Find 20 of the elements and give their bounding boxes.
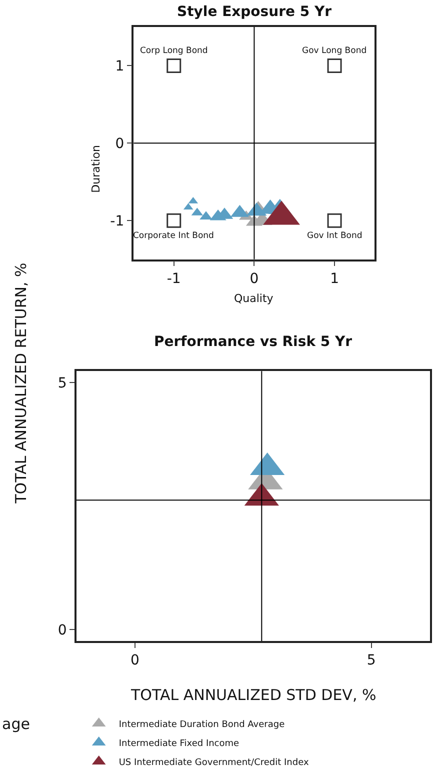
- chart-title: Performance vs Risk 5 Yr: [154, 334, 352, 350]
- y-tick-label: 1: [115, 58, 124, 75]
- y-axis-title: Duration: [90, 145, 103, 193]
- x-axis-title: Quality: [234, 292, 274, 305]
- y-tick-label: 0: [115, 136, 124, 152]
- x-tick-label: 0: [250, 270, 259, 287]
- text: age: [2, 715, 30, 733]
- legend-label: US Intermediate Government/Credit Index: [118, 758, 310, 768]
- series-label: Corp Long Bond: [140, 46, 208, 56]
- legend-label: Intermediate Duration Bond Average: [118, 720, 286, 730]
- series-label: Gov Long Bond: [302, 46, 367, 56]
- legend-label: Intermediate Fixed Income: [118, 739, 240, 750]
- x-tick-label: -1: [166, 270, 181, 287]
- x-tick-label: 1: [330, 270, 339, 287]
- chart-title: Style Exposure 5 Yr: [177, 4, 332, 20]
- x-axis-title: TOTAL ANNUALIZED STD DEV, %: [130, 686, 376, 704]
- y-axis-title: TOTAL ANNUALIZED RETURN, %: [12, 262, 30, 504]
- series-label: Corporate Int Bond: [133, 231, 214, 241]
- series-label: Gov Int Bond: [307, 231, 362, 241]
- y-tick-label: -1: [110, 213, 124, 230]
